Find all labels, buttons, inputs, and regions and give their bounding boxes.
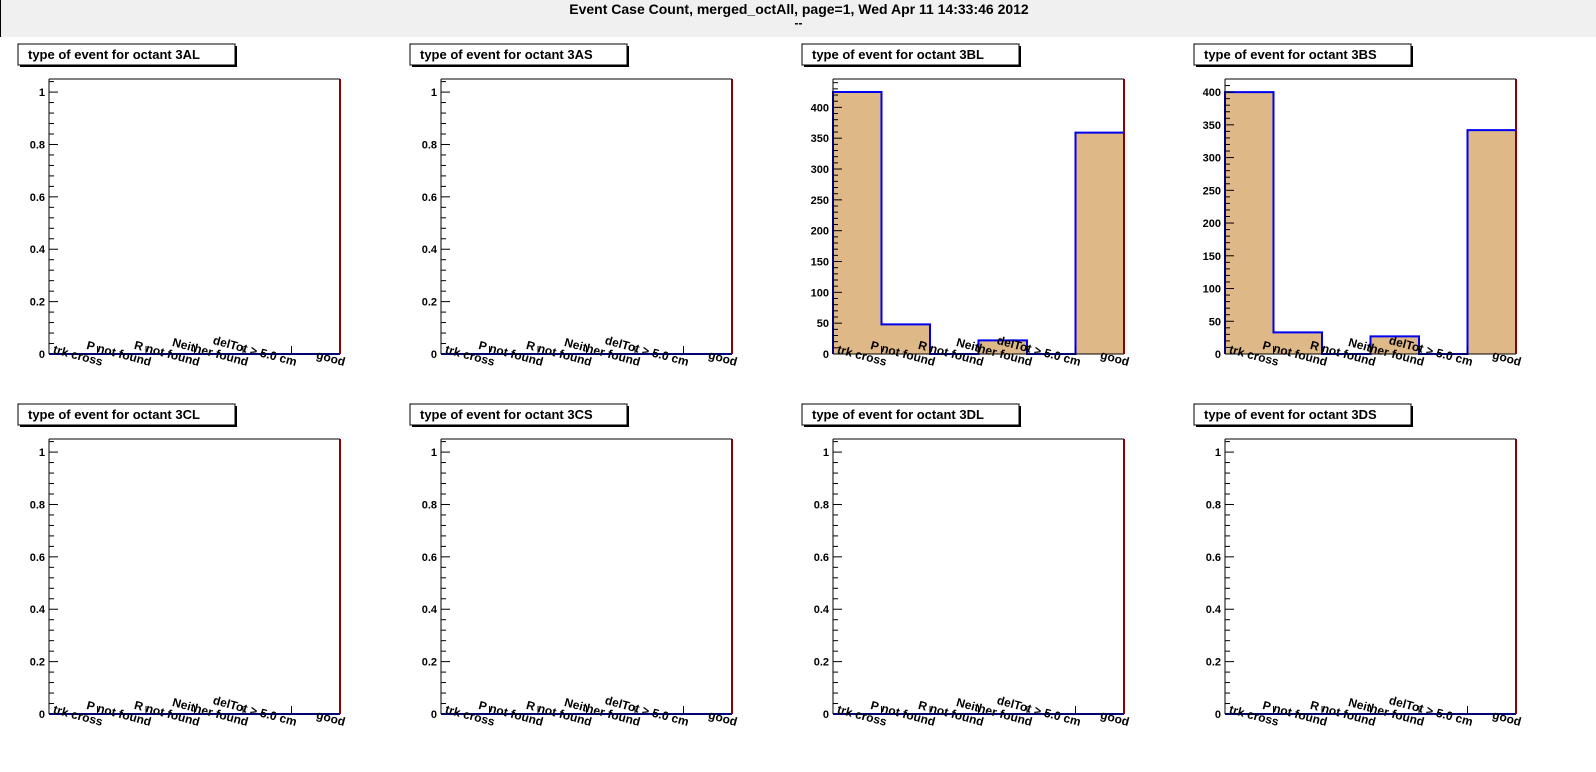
histogram-bar [978, 340, 1027, 354]
y-tick-label: 300 [811, 164, 829, 176]
y-tick-label: 1 [1215, 447, 1221, 459]
y-tick-label: 250 [811, 195, 829, 207]
panel-title: type of event for octant 3BS [1204, 47, 1377, 62]
histogram-bar [1075, 132, 1124, 354]
title-box [409, 43, 628, 66]
title-box [17, 403, 236, 426]
x-tick-label: good [1491, 348, 1523, 369]
page-subtitle: -- [794, 16, 803, 30]
x-tick-label: good [1491, 708, 1523, 729]
y-tick-label: 0.8 [422, 499, 437, 511]
y-tick-label: 50 [817, 318, 829, 330]
x-tick-label: good [315, 708, 347, 729]
y-tick-label: 0 [39, 349, 45, 361]
histogram-panel: type of event for octant 3CS 0 0.2 0.4 0.6 0.… [409, 403, 739, 729]
y-tick-label: 0.8 [30, 139, 45, 151]
y-tick-label: 0.4 [422, 244, 438, 256]
y-tick-label: 350 [811, 133, 829, 145]
title-box [1193, 43, 1412, 66]
panel-title: type of event for octant 3AL [28, 47, 200, 62]
x-tick-label: good [1099, 708, 1131, 729]
y-tick-label: 0 [431, 709, 437, 721]
y-tick-label: 100 [811, 287, 829, 299]
y-tick-label: 0 [1215, 349, 1221, 361]
y-tick-label: 0 [823, 709, 829, 721]
y-tick-label: 0 [1215, 709, 1221, 721]
panel-title: type of event for octant 3CL [28, 407, 200, 422]
y-tick-label: 0.4 [814, 604, 830, 616]
y-tick-label: 0.2 [1206, 657, 1221, 669]
y-tick-label: 0.4 [1206, 604, 1222, 616]
y-tick-label: 0.2 [30, 657, 45, 669]
y-tick-label: 0.8 [30, 499, 45, 511]
histogram-bar [881, 324, 930, 354]
y-tick-label: 0.6 [1206, 552, 1221, 564]
y-tick-label: 0.2 [30, 297, 45, 309]
histogram-panel: type of event for octant 3AL 0 0.2 0.4 0.6 0.… [17, 43, 347, 369]
x-tick-label: good [1099, 348, 1131, 369]
title-box [17, 43, 236, 66]
panel-title: type of event for octant 3CS [420, 407, 593, 422]
y-tick-label: 0.4 [422, 604, 438, 616]
page-title: Event Case Count, merged_octAll, page=1,… [569, 1, 1029, 17]
y-tick-label: 250 [1203, 185, 1221, 197]
y-tick-label: 400 [811, 102, 829, 114]
y-tick-label: 0.8 [814, 499, 829, 511]
y-tick-label: 0.6 [422, 552, 437, 564]
y-tick-label: 0 [39, 709, 45, 721]
y-tick-label: 1 [39, 87, 45, 99]
histogram-bar [1273, 332, 1322, 354]
histogram-bar [1467, 130, 1516, 354]
histogram-bar [833, 91, 882, 355]
y-tick-label: 1 [431, 87, 437, 99]
histogram-panel: type of event for octant 3BS 0 50 100 150 200… [1193, 43, 1523, 369]
title-box [1193, 403, 1412, 426]
y-tick-label: 200 [811, 226, 829, 238]
y-tick-label: 0.4 [30, 604, 46, 616]
histogram-bar [1370, 336, 1419, 354]
page-header: Event Case Count, merged_octAll, page=1,… [0, 0, 1596, 37]
y-tick-label: 50 [1209, 316, 1221, 328]
panel-title: type of event for octant 3BL [812, 47, 984, 62]
title-box [801, 403, 1020, 426]
title-box [801, 43, 1020, 66]
histogram-panel: type of event for octant 3DL 0 0.2 0.4 0.6 0.… [801, 403, 1131, 729]
y-tick-label: 0.2 [422, 297, 437, 309]
histogram-panel: type of event for octant 3AS 0 0.2 0.4 0.6 0.… [409, 43, 739, 369]
y-tick-label: 0.6 [814, 552, 829, 564]
y-tick-label: 1 [39, 447, 45, 459]
y-tick-label: 0 [431, 349, 437, 361]
y-tick-label: 300 [1203, 153, 1221, 165]
y-tick-label: 0.6 [30, 192, 45, 204]
x-tick-label: good [315, 348, 347, 369]
y-tick-label: 0.4 [30, 244, 46, 256]
histogram-panel: type of event for octant 3BL 0 50 100 150 200… [801, 43, 1131, 369]
y-tick-label: 0.6 [422, 192, 437, 204]
x-tick-label: good [707, 348, 739, 369]
y-tick-label: 0.8 [1206, 499, 1221, 511]
panel-title: type of event for octant 3DL [812, 407, 984, 422]
y-tick-label: 0.8 [422, 139, 437, 151]
y-tick-label: 400 [1203, 87, 1221, 99]
y-tick-label: 150 [811, 257, 829, 269]
histogram-outline [1224, 91, 1517, 355]
y-tick-label: 0.2 [814, 657, 829, 669]
y-tick-label: 0 [823, 349, 829, 361]
y-tick-label: 100 [1203, 284, 1221, 296]
y-tick-label: 150 [1203, 251, 1221, 263]
y-tick-label: 1 [823, 447, 829, 459]
y-tick-label: 0.2 [422, 657, 437, 669]
y-tick-label: 200 [1203, 218, 1221, 230]
histogram-panel: type of event for octant 3DS 0 0.2 0.4 0.6 0.… [1193, 403, 1523, 729]
y-tick-label: 350 [1203, 120, 1221, 132]
x-tick-label: good [707, 708, 739, 729]
histogram-panel: type of event for octant 3CL 0 0.2 0.4 0.6 0.… [17, 403, 347, 729]
y-tick-label: 1 [431, 447, 437, 459]
title-box [409, 403, 628, 426]
panel-title: type of event for octant 3DS [1204, 407, 1377, 422]
y-tick-label: 0.6 [30, 552, 45, 564]
panel-title: type of event for octant 3AS [420, 47, 593, 62]
